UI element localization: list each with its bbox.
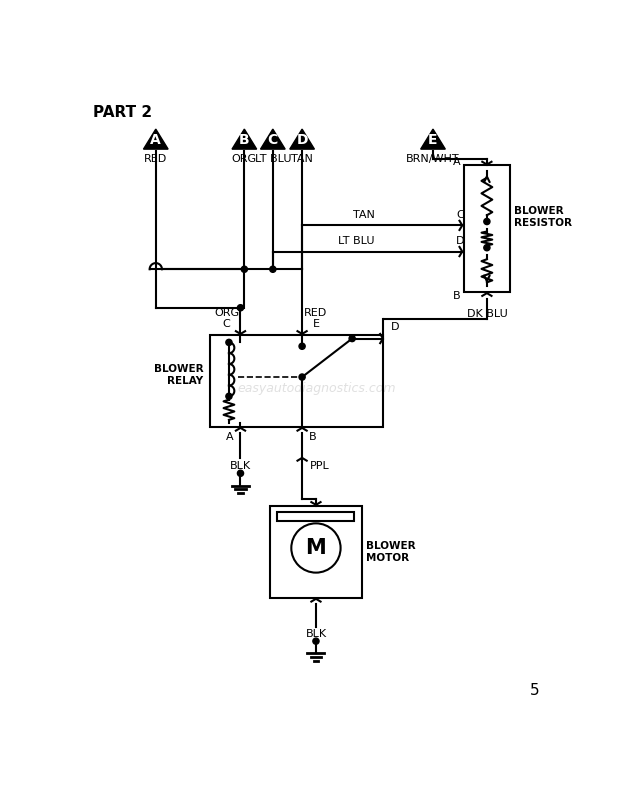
Polygon shape (143, 129, 168, 149)
Text: A: A (226, 432, 234, 442)
Circle shape (237, 470, 243, 476)
Text: DK BLU: DK BLU (467, 310, 507, 319)
Circle shape (226, 339, 232, 346)
Text: RED: RED (144, 154, 167, 164)
Text: 5: 5 (530, 683, 540, 698)
Text: BRN/WHT: BRN/WHT (406, 154, 460, 164)
Circle shape (313, 638, 319, 644)
Circle shape (484, 218, 490, 225)
Text: ORG: ORG (232, 154, 257, 164)
Text: D: D (391, 322, 399, 332)
Text: A: A (453, 157, 460, 167)
Text: easyautodiagnostics.com: easyautodiagnostics.com (237, 382, 396, 395)
Text: BLOWER
MOTOR: BLOWER MOTOR (366, 541, 416, 562)
Text: BLOWER
RELAY: BLOWER RELAY (154, 364, 203, 386)
Text: C: C (268, 133, 278, 147)
Text: BLOWER
RESISTOR: BLOWER RESISTOR (514, 206, 572, 228)
Bar (269, 506, 362, 598)
Text: C: C (222, 318, 231, 329)
Text: TAN: TAN (291, 154, 313, 164)
Text: PART 2: PART 2 (93, 106, 152, 121)
Text: B: B (239, 133, 250, 147)
Polygon shape (290, 129, 315, 149)
Text: E: E (428, 133, 438, 147)
Text: TAN: TAN (353, 210, 375, 220)
Text: BLK: BLK (230, 461, 251, 471)
Bar (464, 166, 510, 292)
Text: ORG: ORG (214, 308, 239, 318)
Circle shape (226, 394, 232, 399)
Circle shape (241, 266, 247, 272)
Circle shape (349, 335, 355, 342)
Text: B: B (453, 291, 460, 301)
Circle shape (237, 305, 243, 311)
Circle shape (299, 343, 305, 350)
Polygon shape (261, 129, 285, 149)
Text: LT BLU: LT BLU (255, 154, 291, 164)
Circle shape (299, 374, 305, 380)
Bar (210, 334, 383, 427)
Bar (277, 512, 355, 521)
Text: M: M (305, 538, 326, 558)
Text: D: D (456, 236, 465, 246)
Text: LT BLU: LT BLU (338, 236, 375, 246)
Text: D: D (297, 133, 308, 147)
Text: RED: RED (304, 308, 328, 318)
Text: C: C (456, 210, 464, 220)
Text: BLK: BLK (305, 629, 326, 639)
Text: A: A (150, 133, 161, 147)
Polygon shape (232, 129, 256, 149)
Circle shape (269, 266, 276, 272)
Text: B: B (309, 432, 316, 442)
Polygon shape (421, 129, 446, 149)
Text: E: E (313, 318, 320, 329)
Circle shape (484, 245, 490, 250)
Text: PPL: PPL (310, 461, 329, 471)
